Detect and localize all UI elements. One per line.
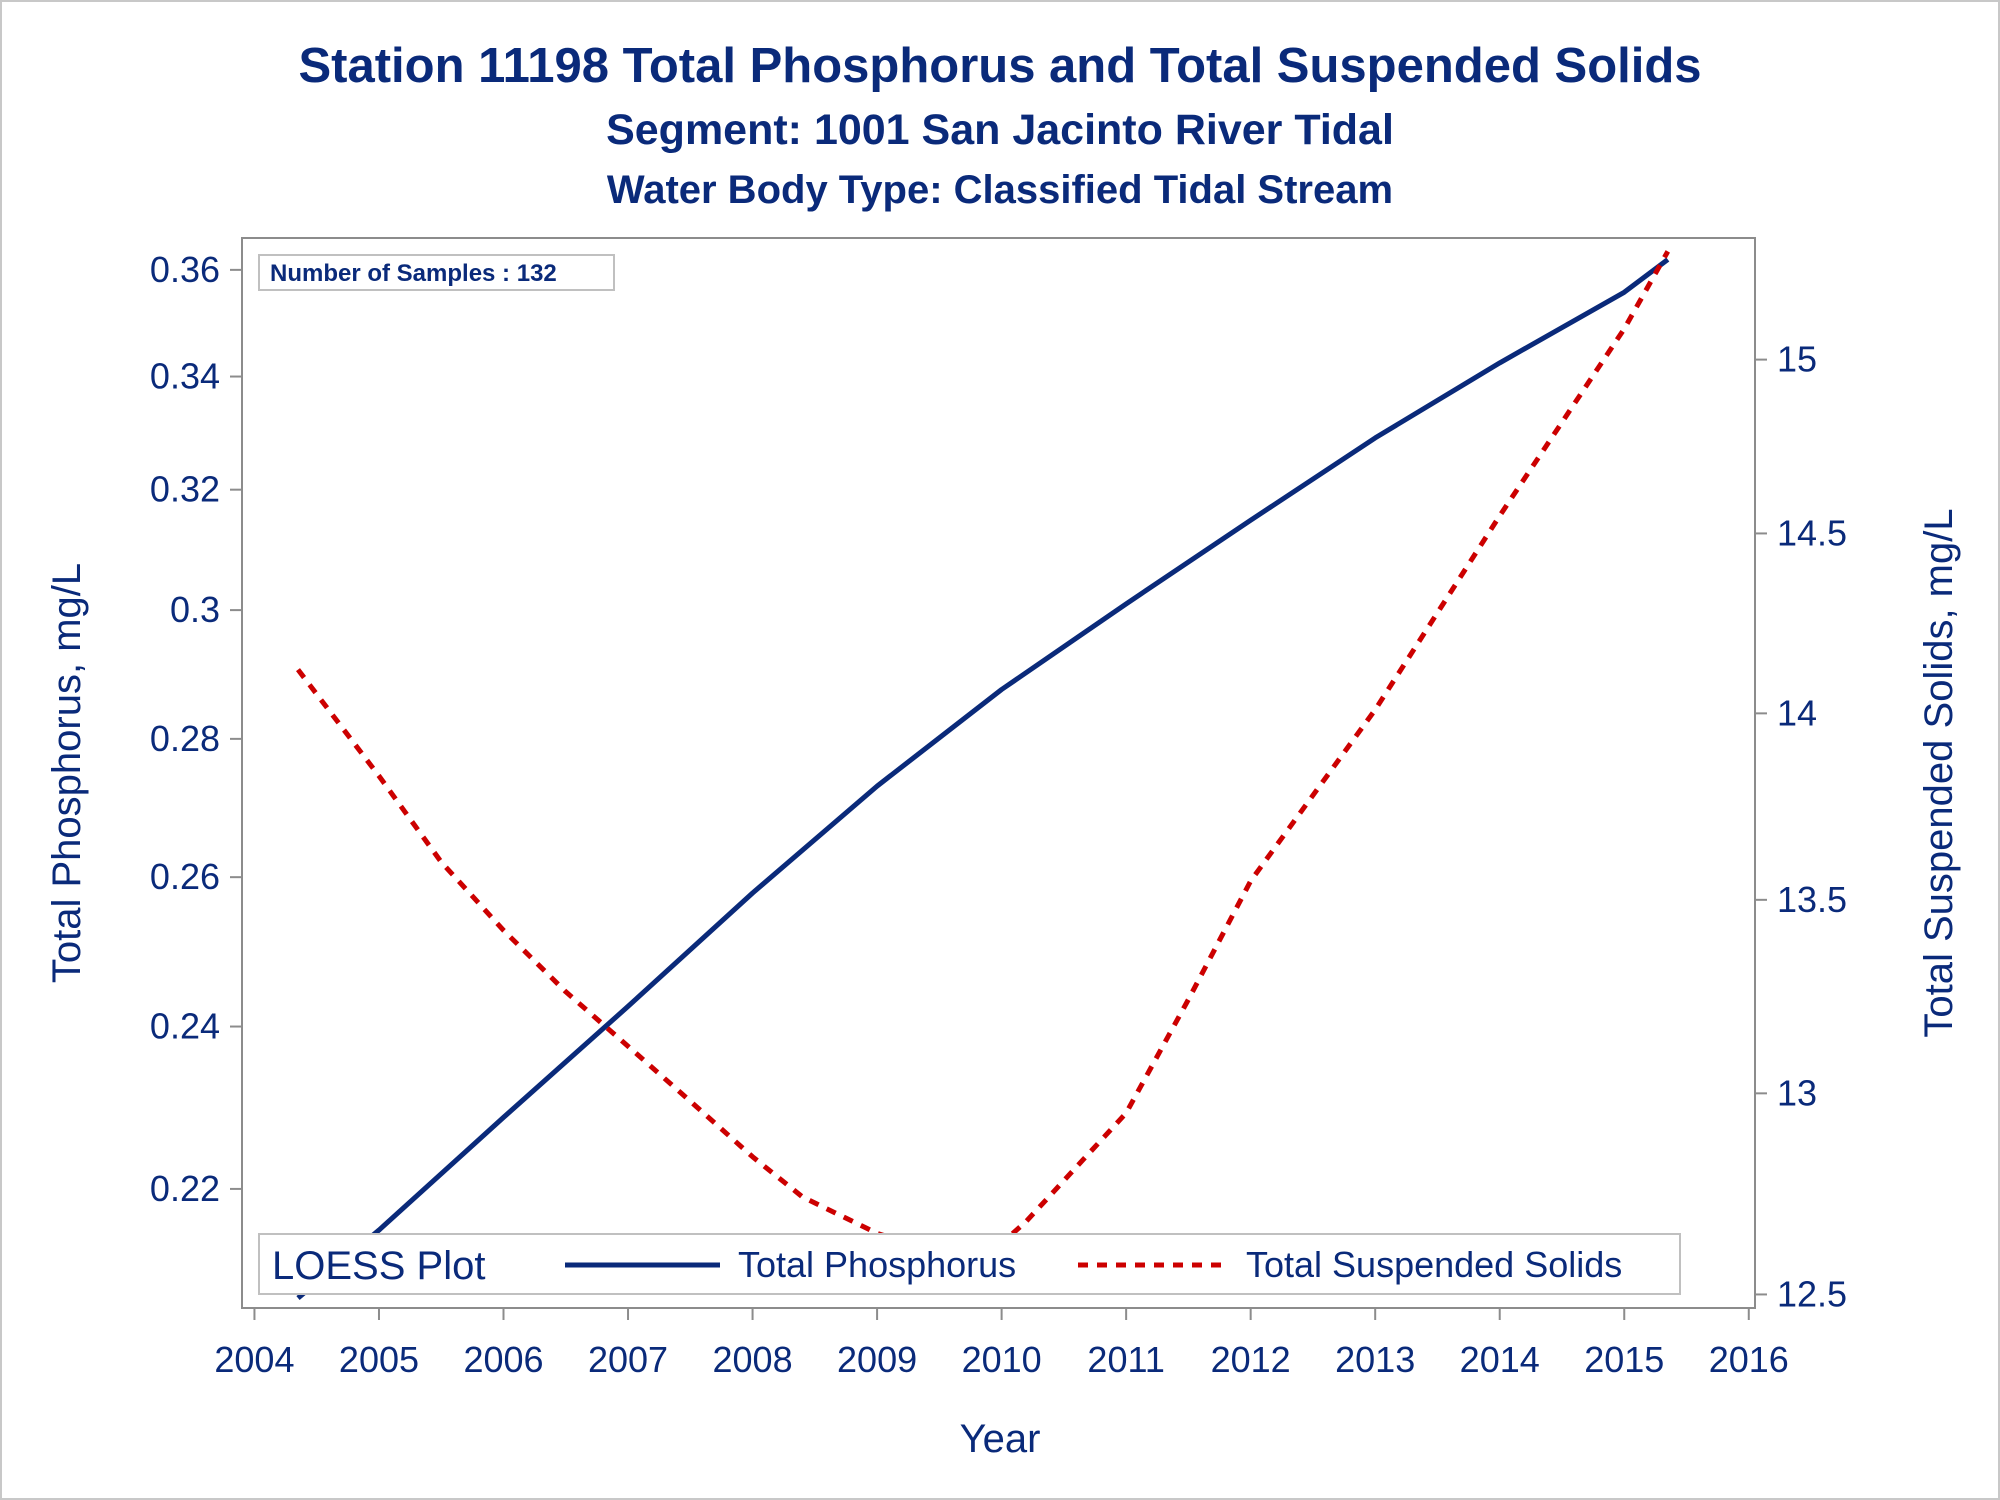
y-left-tick-label: 0.36: [150, 249, 220, 290]
y-left-tick-label: 0.26: [150, 856, 220, 897]
y-left-tick-label: 0.34: [150, 356, 220, 397]
legend-label-phosphorus: Total Phosphorus: [738, 1244, 1016, 1285]
series-line-tss: [296, 250, 1670, 1269]
x-tick-label: 2010: [962, 1339, 1042, 1380]
chart-title: Station 11198 Total Phosphorus and Total…: [298, 39, 1702, 93]
x-tick-label: 2004: [214, 1339, 294, 1380]
x-tick-label: 2012: [1211, 1339, 1291, 1380]
x-tick-label: 2014: [1460, 1339, 1540, 1380]
y-left-tick-label: 0.28: [150, 718, 220, 759]
legend-box: [258, 1233, 1681, 1295]
y-right-tick-label: 13.5: [1777, 879, 1847, 920]
y-left-tick-label: 0.32: [150, 469, 220, 510]
legend: LOESS Plot Total Phosphorus Total Suspen…: [258, 1233, 1681, 1295]
x-tick-label: 2015: [1584, 1339, 1664, 1380]
chart-subtitle-water-body: Water Body Type: Classified Tidal Stream: [606, 168, 1394, 212]
x-tick-label: 2013: [1335, 1339, 1415, 1380]
y-axis-right-label: Total Suspended Solids, mg/L: [1917, 508, 1961, 1037]
x-axis-label: Year: [960, 1417, 1041, 1461]
y-left-tick-label: 0.3: [170, 589, 220, 630]
y-right-tick-label: 14.5: [1777, 512, 1847, 553]
series-line-phosphorus: [296, 257, 1670, 1301]
x-tick-label: 2006: [463, 1339, 543, 1380]
chart-subtitle-segment: Segment: 1001 San Jacinto River Tidal: [606, 106, 1394, 154]
y-right-tick-label: 12.5: [1777, 1273, 1847, 1314]
y-axis-left-label: Total Phosphorus, mg/L: [45, 563, 89, 983]
y-axis-right: 12.5 13 13.5 14 14.5 15: [1755, 339, 1847, 1314]
x-tick-label: 2007: [588, 1339, 668, 1380]
y-right-tick-label: 13: [1777, 1072, 1817, 1113]
x-tick-label: 2016: [1709, 1339, 1789, 1380]
x-tick-label: 2009: [837, 1339, 917, 1380]
y-axis-left: 0.22 0.24 0.26 0.28 0.3 0.32 0.34 0.36: [150, 249, 242, 1209]
y-left-tick-label: 0.22: [150, 1168, 220, 1209]
sample-count-inset: Number of Samples : 132: [258, 254, 615, 291]
x-tick-label: 2008: [713, 1339, 793, 1380]
x-axis: 2004 2005 2006 2007 2008 2009 2010 2011 2012 2013…: [214, 1307, 1789, 1380]
x-tick-label: 2011: [1087, 1339, 1164, 1380]
sample-count-text: Number of Samples : 132: [270, 260, 557, 287]
legend-title: LOESS Plot: [272, 1244, 485, 1288]
legend-label-tss: Total Suspended Solids: [1246, 1244, 1622, 1285]
x-tick-label: 2005: [339, 1339, 419, 1380]
y-right-tick-label: 15: [1777, 339, 1817, 380]
series-layer: [296, 250, 1670, 1301]
sample-count-box: [258, 254, 615, 291]
y-left-tick-label: 0.24: [150, 1006, 220, 1047]
y-right-tick-label: 14: [1777, 692, 1817, 733]
